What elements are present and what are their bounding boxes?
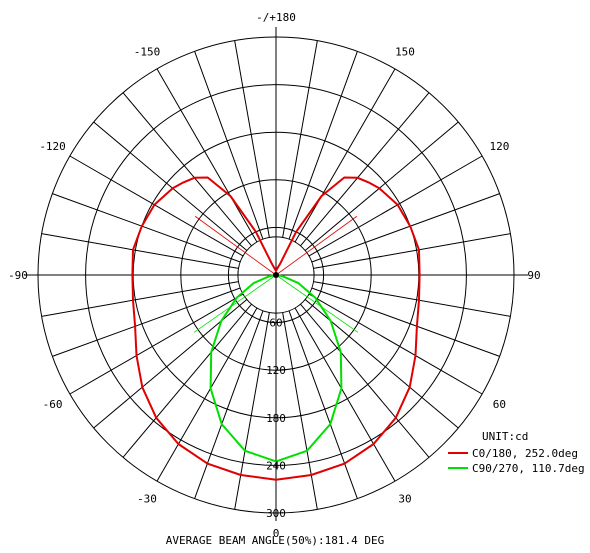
grid-spoke (52, 287, 241, 357)
angle-label: 0 (273, 527, 280, 540)
radial-tick-label: 120 (266, 364, 286, 377)
grid-spoke (304, 121, 459, 251)
grid-spoke (294, 307, 396, 482)
angle-label: 120 (489, 140, 509, 153)
radial-tick-label: 60 (269, 317, 282, 330)
grid-spoke (234, 312, 270, 510)
grid-spoke (311, 287, 500, 357)
radial-tick-label: 240 (266, 459, 286, 472)
radial-tick-label: 300 (266, 507, 286, 520)
angle-label: -120 (39, 140, 66, 153)
angle-label: 150 (395, 46, 415, 59)
unit-label: UNIT:cd (482, 430, 528, 443)
radial-tick-labels: 60 120 180 240 300 (266, 317, 286, 520)
center-point (273, 272, 279, 278)
grid-spoke (300, 92, 430, 247)
grid-spoke (313, 233, 511, 269)
grid-spoke (288, 51, 358, 240)
grid-spoke (300, 303, 430, 458)
grid-spoke (282, 312, 318, 510)
series-curve-1 (209, 274, 343, 463)
grid-spoke (282, 40, 318, 238)
radial-tick-label: 180 (266, 412, 286, 425)
grid-spoke (308, 155, 483, 257)
half-max-line (275, 274, 359, 333)
grid-spoke (194, 310, 264, 499)
grid-spoke (52, 193, 241, 263)
grid-spoke (308, 293, 483, 395)
angle-label: 30 (398, 492, 411, 505)
angle-label: 90 (527, 269, 540, 282)
grid-spoke (156, 307, 258, 482)
grid-spoke (69, 155, 244, 257)
grid-spoke (156, 68, 258, 243)
series-curve-0 (131, 176, 421, 481)
series-curves (131, 176, 421, 481)
polar-grid (24, 27, 528, 521)
angle-label: 60 (493, 398, 506, 411)
angle-label: -60 (43, 398, 63, 411)
footer-beam-angle: AVERAGE BEAM ANGLE(50%):181.4 DEG (166, 534, 385, 547)
grid-spoke (41, 281, 239, 317)
half-max-line (275, 215, 358, 276)
half-max-line (194, 215, 277, 276)
grid-spoke (122, 303, 252, 458)
half-max-markers (193, 215, 359, 333)
legend-label-c0: C0/180, 252.0deg (472, 447, 578, 460)
legend: UNIT:cd C0/180, 252.0deg C90/270, 110.7d… (448, 430, 585, 475)
half-max-line (193, 274, 277, 333)
grid-spoke (313, 281, 511, 317)
grid-spoke (288, 310, 358, 499)
grid-spoke (122, 92, 252, 247)
grid-spoke (311, 193, 500, 263)
angle-label: -/+180 (256, 11, 296, 24)
grid-spoke (194, 51, 264, 240)
legend-label-c90: C90/270, 110.7deg (472, 462, 585, 475)
grid-spoke (93, 121, 248, 251)
grid-spoke (69, 293, 244, 395)
grid-spoke (234, 40, 270, 238)
angle-label: -30 (137, 492, 157, 505)
angle-label: -150 (134, 46, 161, 59)
grid-spoke (41, 233, 239, 269)
angle-label: -90 (8, 269, 28, 282)
grid-spoke (294, 68, 396, 243)
